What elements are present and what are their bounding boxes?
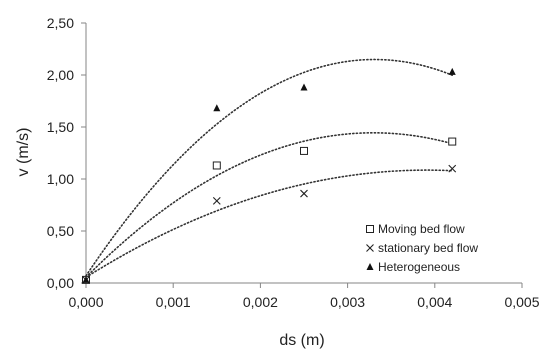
legend-marker xyxy=(366,225,374,233)
data-point xyxy=(300,83,308,91)
axes xyxy=(81,22,523,288)
trendlines xyxy=(85,58,454,279)
data-points xyxy=(82,67,457,284)
x-tick-label: 0,000 xyxy=(68,294,103,310)
legend-marker xyxy=(366,263,374,270)
data-point xyxy=(448,137,457,146)
trendline xyxy=(85,131,454,279)
data-point xyxy=(212,161,221,170)
x-tick-label: 0,003 xyxy=(330,294,365,310)
trendline xyxy=(85,58,454,277)
marker-stroke xyxy=(212,196,221,205)
data-point xyxy=(300,146,308,155)
marker-stroke xyxy=(366,244,374,252)
legend: Moving bed flow stationary bed flow Hetero… xyxy=(366,222,478,274)
x-axis-title: ds (m) xyxy=(279,332,324,349)
tick-labels: 0,000 0,001 0,002 0,003 0,004 0,005 0,00 0,50 1,… xyxy=(47,15,540,310)
legend-marker xyxy=(366,244,374,252)
y-tick-label: 0,50 xyxy=(47,223,74,239)
x-tick-label: 0,001 xyxy=(156,294,191,310)
marker-stroke xyxy=(300,189,308,198)
x-tick-label: 0,004 xyxy=(417,294,452,310)
y-tick-label: 1,00 xyxy=(47,171,74,187)
marker-stroke xyxy=(448,164,457,173)
x-tick-label: 0,002 xyxy=(243,294,278,310)
data-point xyxy=(448,67,456,75)
y-tick-label: 0,00 xyxy=(47,275,74,291)
data-point xyxy=(82,275,90,283)
y-axis-title: v (m/s) xyxy=(15,128,32,177)
legend-label: Heterogeneous xyxy=(378,260,460,274)
y-tick-label: 1,50 xyxy=(47,119,74,135)
legend-label: stationary bed flow xyxy=(378,241,478,255)
data-point xyxy=(213,104,221,112)
data-point xyxy=(300,189,308,198)
data-point xyxy=(448,164,457,173)
x-tick-label: 0,005 xyxy=(504,294,539,310)
y-tick-label: 2,50 xyxy=(47,15,74,31)
data-point xyxy=(212,196,221,205)
trendline xyxy=(85,169,454,279)
y-tick-label: 2,00 xyxy=(47,67,74,83)
legend-label: Moving bed flow xyxy=(378,222,465,236)
